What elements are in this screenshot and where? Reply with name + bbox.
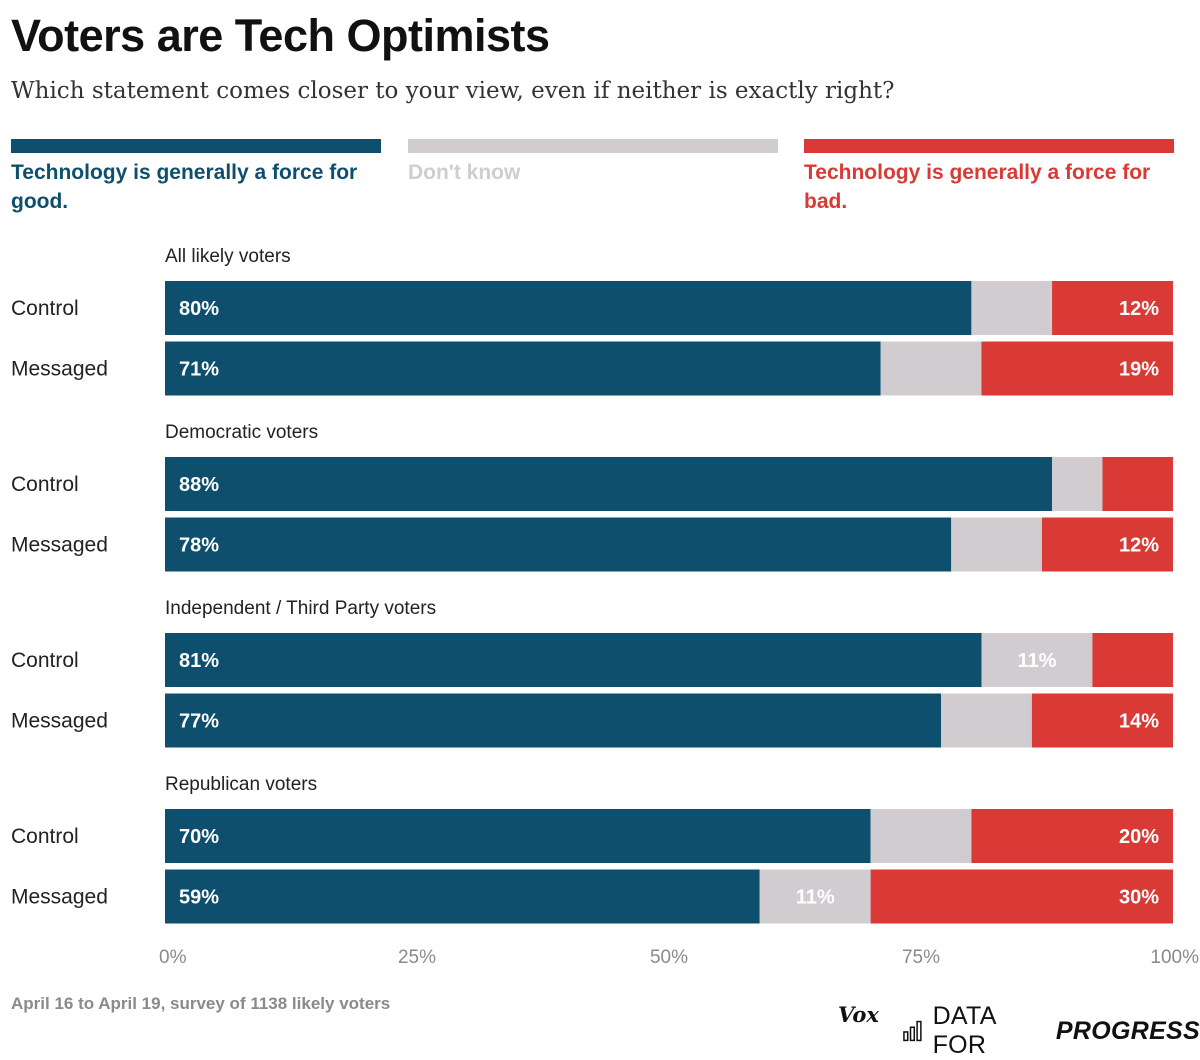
bar-segment: [165, 517, 952, 572]
bar-segment: [759, 869, 871, 924]
bar-segment: [165, 281, 972, 335]
bar-segment: [981, 633, 1093, 687]
row-label: Messaged: [11, 534, 108, 557]
bar-value-label: 77%: [179, 711, 219, 733]
bar-segment: [165, 341, 881, 396]
bar-segment: [165, 809, 871, 863]
bar-value-label: 59%: [179, 887, 219, 909]
footnote: April 16 to April 19, survey of 1138 lik…: [11, 994, 391, 1013]
row-label: Control: [11, 825, 79, 848]
bar-segment: [1031, 693, 1173, 748]
x-tick-label: 75%: [902, 947, 940, 968]
group-title: Republican voters: [165, 774, 317, 795]
group-title: Independent / Third Party voters: [165, 598, 436, 619]
bar-value-label: 20%: [1119, 826, 1159, 848]
row-label: Messaged: [11, 886, 108, 909]
legend-item-dont-know: Don't know: [408, 139, 778, 187]
bar-segment: [971, 281, 1053, 335]
vox-logo: Vox: [838, 1002, 879, 1027]
bar-value-label: 12%: [1119, 535, 1159, 557]
bar-segment: [981, 341, 1173, 396]
bar-value-label: 88%: [179, 474, 219, 496]
bar-segment: [165, 633, 982, 687]
bar-value-label: 11%: [1017, 650, 1056, 672]
bar-segment: [165, 869, 760, 924]
bar-segment: [971, 809, 1173, 863]
bar-segment: [1052, 281, 1173, 335]
legend-label-bad: Technology is generally a force for bad.: [804, 161, 1151, 213]
bar-value-label: 80%: [179, 298, 219, 320]
bar-value-label: 12%: [1119, 298, 1159, 320]
legend-swatch-good: [11, 139, 381, 153]
legend-item-bad: Technology is generally a force for bad.: [804, 139, 1174, 216]
bar-segment: [165, 693, 942, 748]
bar-value-label: 11%: [796, 887, 835, 909]
bar-value-label: 81%: [179, 650, 219, 672]
bar-segment: [870, 809, 972, 863]
bar-segment: [1041, 517, 1173, 572]
group-title: All likely voters: [165, 246, 291, 267]
bar-value-label: 70%: [179, 826, 219, 848]
row-label: Control: [11, 297, 79, 320]
bar-segment: [1092, 633, 1173, 687]
legend-item-good: Technology is generally a force for good…: [11, 139, 381, 216]
bar-segment: [165, 457, 1053, 511]
x-tick-label: 0%: [159, 947, 187, 968]
dfp-regular-text: DATA FOR: [932, 1002, 996, 1059]
bar-segment: [951, 517, 1042, 572]
group-title: Democratic voters: [165, 422, 318, 443]
data-for-progress-logo: DATA FOR PROGRESS: [903, 1002, 1200, 1060]
bar-value-label: 78%: [179, 535, 219, 557]
row-label: Messaged: [11, 358, 108, 381]
bar-segment: [880, 341, 982, 396]
bar-segment: [1102, 457, 1173, 511]
x-tick-label: 100%: [1150, 947, 1199, 968]
x-tick-label: 50%: [650, 947, 688, 968]
bar-segment: [1052, 457, 1103, 511]
bar-value-label: 14%: [1119, 711, 1159, 733]
legend-swatch-dont-know: [408, 139, 778, 153]
bar-segment: [870, 869, 1173, 924]
legend-swatch-bad: [804, 139, 1174, 153]
bar-value-label: 19%: [1119, 359, 1159, 381]
legend-label-dont-know: Don't know: [408, 161, 521, 184]
bar-chart-icon: [903, 1020, 922, 1042]
x-tick-label: 25%: [398, 947, 436, 968]
bar-segment: [941, 693, 1032, 748]
row-label: Messaged: [11, 710, 108, 733]
legend-label-good: Technology is generally a force for good…: [11, 161, 358, 213]
chart-title: Voters are Tech Optimists: [11, 10, 550, 61]
dfp-bold-text: PROGRESS: [1055, 1016, 1200, 1045]
chart-subtitle: Which statement comes closer to your vie…: [11, 78, 895, 104]
row-label: Control: [11, 473, 79, 496]
bar-value-label: 30%: [1119, 887, 1159, 909]
bar-value-label: 71%: [179, 359, 219, 381]
row-label: Control: [11, 649, 79, 672]
